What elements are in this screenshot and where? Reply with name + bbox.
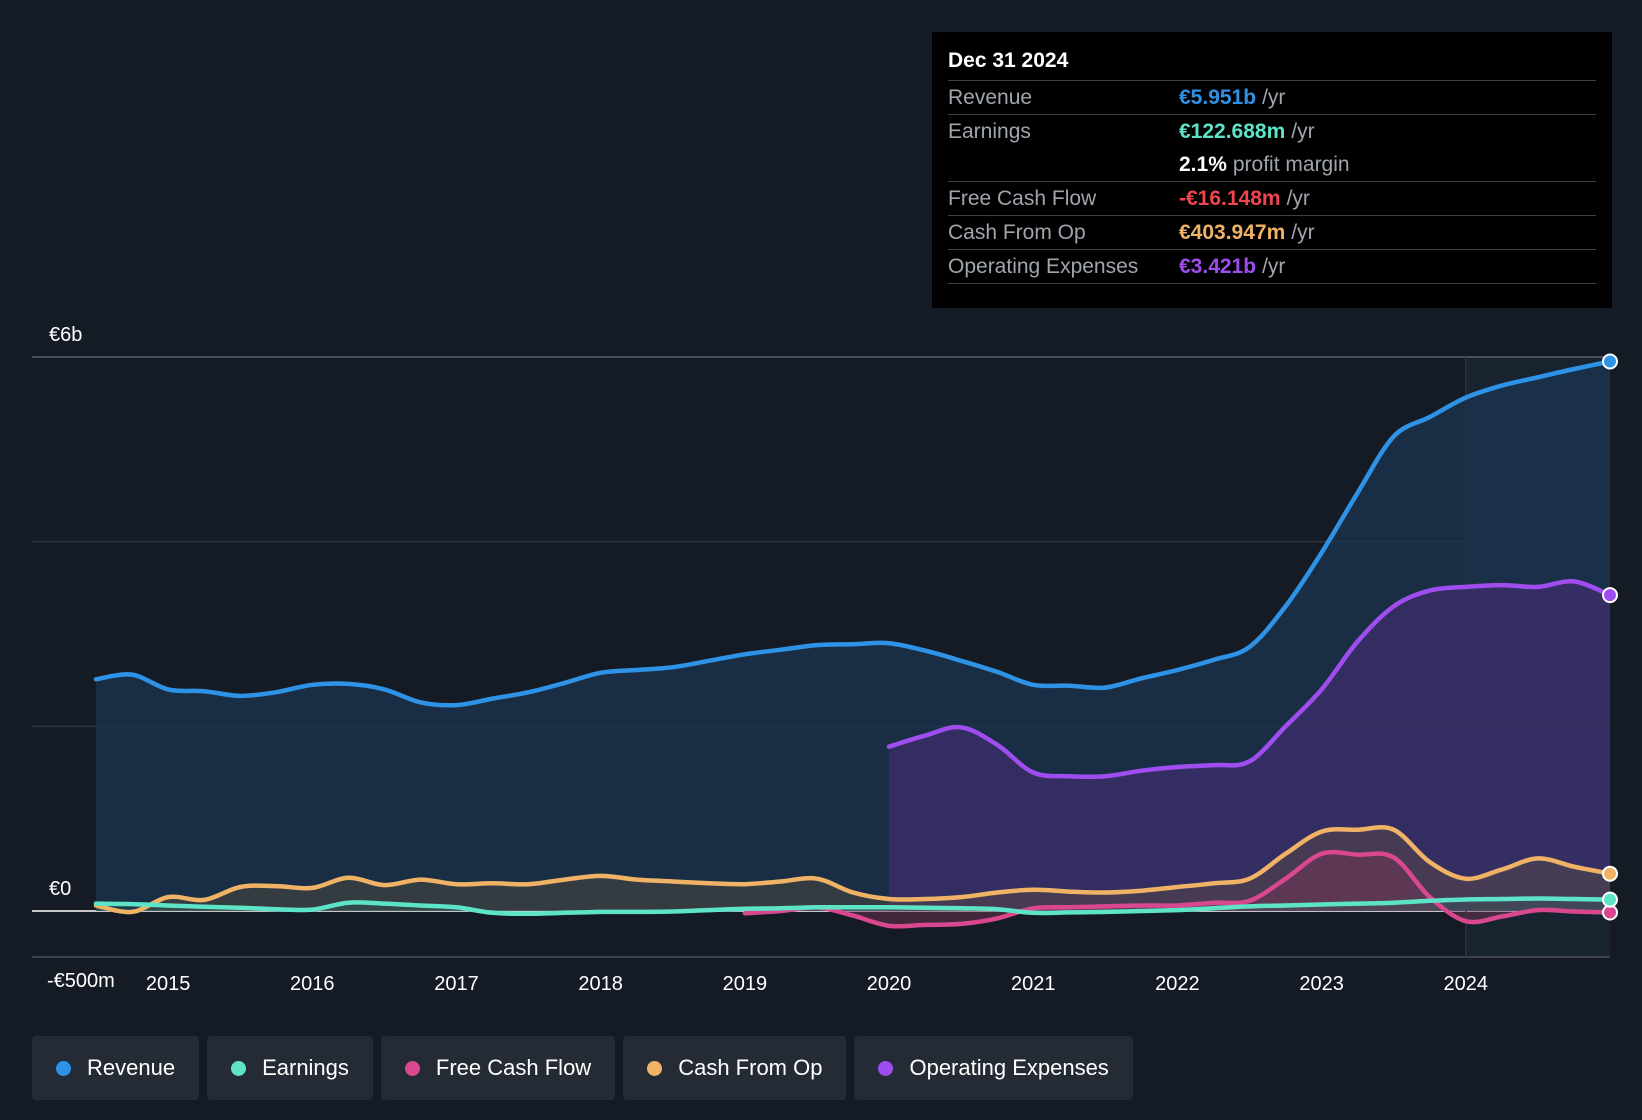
tooltip-label: Free Cash Flow: [948, 186, 1097, 210]
x-tick-label: 2019: [723, 973, 768, 995]
x-tick-label: 2024: [1444, 973, 1489, 995]
tooltip-label: Cash From Op: [948, 220, 1086, 244]
x-tick-label: 2020: [867, 973, 912, 995]
legend-label: Cash From Op: [678, 1055, 823, 1080]
x-tick-label: 2018: [578, 973, 623, 995]
tooltip-unit: /yr: [1291, 220, 1315, 244]
tooltip: Dec 31 2024 Revenue €5.951b /yr Earnings…: [932, 32, 1612, 308]
tooltip-value: €122.688m: [1179, 119, 1286, 143]
y-tick-label: €6b: [49, 324, 82, 346]
tooltip-date: Dec 31 2024: [948, 49, 1069, 72]
tooltip-unit: /yr: [1286, 186, 1310, 210]
tooltip-label: Operating Expenses: [948, 254, 1139, 278]
operating-expenses-line: [886, 578, 1613, 780]
operating-expenses-endpoint: [1602, 587, 1618, 604]
legend-label: Operating Expenses: [909, 1055, 1109, 1080]
tooltip-row-revenue: Revenue €5.951b /yr: [948, 80, 1596, 114]
legend-item-revenue[interactable]: Revenue: [32, 1036, 200, 1100]
x-tick-label: 2021: [1011, 973, 1056, 995]
cash-from-op-area: [96, 827, 1610, 913]
tooltip-row-free-cash-flow: Free Cash Flow -€16.148m /yr: [948, 181, 1596, 215]
tooltip-value: €403.947m: [1179, 220, 1286, 244]
x-axis: 2015 2016 2017 2018 2019 2020 2021 2022 2023 2024: [146, 973, 1488, 995]
series-lines: [93, 359, 1613, 929]
tooltip-value: -€16.148m: [1179, 186, 1281, 210]
tooltip-value: €5.951b: [1179, 85, 1257, 109]
series-areas: [96, 361, 1610, 927]
operating-expenses-dot-icon: [878, 1060, 894, 1076]
legend-label: Free Cash Flow: [435, 1055, 592, 1080]
legend-item-operating-expenses[interactable]: Operating Expenses: [854, 1036, 1133, 1100]
earnings-area: [96, 898, 1610, 914]
revenue-endpoint: [1602, 353, 1618, 370]
free-cash-flow-area: [744, 852, 1610, 927]
tooltip-row-earnings: Earnings €122.688m /yr: [948, 114, 1596, 148]
legend-item-cash-from-op[interactable]: Cash From Op: [623, 1036, 847, 1100]
legend: Revenue Earnings Free Cash Flow Cash Fro…: [32, 1036, 1133, 1100]
x-tick-label: 2017: [434, 973, 479, 995]
tooltip-unit: /yr: [1262, 254, 1286, 278]
tooltip-unit: /yr: [1291, 119, 1315, 143]
cash-from-op-line: [93, 825, 1613, 915]
legend-label: Earnings: [262, 1055, 349, 1080]
revenue-line: [93, 359, 1613, 708]
operating-expenses-area: [889, 581, 1610, 911]
revenue-dot-icon: [56, 1060, 71, 1076]
legend-item-earnings[interactable]: Earnings: [207, 1036, 373, 1100]
cash-from-op-dot-icon: [647, 1060, 663, 1076]
y-tick-label: €0: [49, 878, 71, 900]
tooltip-divider: [948, 283, 1596, 284]
y-axis: €6b €0 -€500m: [47, 324, 115, 992]
tooltip-label: Revenue: [948, 85, 1033, 109]
legend-item-free-cash-flow[interactable]: Free Cash Flow: [380, 1036, 616, 1100]
x-tick-label: 2016: [290, 973, 335, 995]
x-tick-label: 2015: [146, 973, 191, 995]
legend-label: Revenue: [87, 1055, 176, 1080]
tooltip-row-profit-margin: 2.1% profit margin: [948, 148, 1596, 181]
x-tick-label: 2022: [1155, 973, 1200, 995]
series-endpoints: [1602, 353, 1618, 921]
x-tick-label: 2023: [1299, 973, 1344, 995]
earnings-line: [93, 896, 1613, 917]
tooltip-value: €3.421b: [1179, 254, 1257, 278]
tooltip-row-operating-expenses: Operating Expenses €3.421b /yr: [948, 249, 1596, 283]
tooltip-row-cash-from-op: Cash From Op €403.947m /yr: [948, 215, 1596, 249]
tooltip-unit: profit margin: [1232, 152, 1350, 176]
earnings-dot-icon: [231, 1060, 247, 1076]
y-tick-label: -€500m: [47, 970, 115, 992]
tooltip-unit: /yr: [1262, 85, 1286, 109]
cash-from-op-endpoint: [1602, 865, 1618, 882]
tooltip-value: 2.1%: [1179, 152, 1227, 176]
earnings-endpoint: [1602, 891, 1618, 908]
free-cash-flow-line: [742, 849, 1613, 929]
tooltip-label: Earnings: [948, 119, 1031, 143]
free-cash-flow-dot-icon: [404, 1060, 420, 1076]
